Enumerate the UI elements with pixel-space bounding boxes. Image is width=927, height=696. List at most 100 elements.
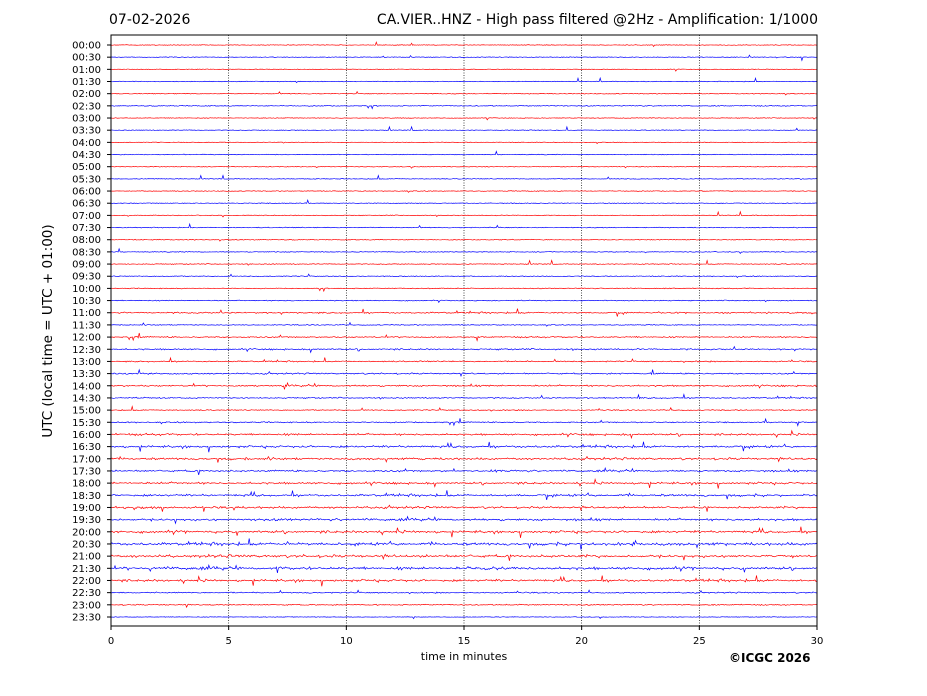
y-tick-label: 21:30 <box>72 564 101 575</box>
y-tick-label: 09:30 <box>72 272 101 283</box>
x-axis-label: time in minutes <box>420 650 508 663</box>
y-tick-label: 12:30 <box>72 345 101 356</box>
y-tick-label: 19:00 <box>72 503 101 514</box>
trace-line <box>110 321 818 327</box>
y-tick-label: 15:30 <box>72 418 101 429</box>
grid <box>228 35 700 626</box>
y-tick-label: 02:00 <box>72 89 101 100</box>
y-tick-label: 01:30 <box>72 77 101 88</box>
trace-line <box>110 76 818 84</box>
y-tick-label: 06:30 <box>72 199 101 210</box>
trace-line <box>110 553 818 561</box>
trace-line <box>110 273 818 279</box>
trace-line <box>110 490 818 500</box>
x-tick-label: 5 <box>225 636 231 647</box>
y-tick-label: 08:30 <box>72 247 101 258</box>
y-tick-label: 10:30 <box>72 296 101 307</box>
y-tick-label: 17:00 <box>72 454 101 465</box>
trace-line <box>110 345 818 354</box>
trace-line <box>110 150 818 156</box>
trace-line <box>110 198 818 204</box>
trace-line <box>110 478 818 489</box>
y-tick-label: 19:30 <box>72 515 101 526</box>
y-tick-label: 10:00 <box>72 284 101 295</box>
y-tick-label: 00:30 <box>72 53 101 64</box>
y-tick-label: 17:30 <box>72 466 101 477</box>
y-tick-label: 03:30 <box>72 126 101 137</box>
trace-line <box>110 515 818 525</box>
y-tick-label: 09:00 <box>72 260 101 271</box>
trace-line <box>110 332 818 342</box>
trace-line <box>110 616 818 620</box>
trace-line <box>110 504 818 512</box>
trace-line <box>110 166 818 169</box>
y-tick-label: 23:00 <box>72 600 101 611</box>
y-tick-label: 16:00 <box>72 430 101 441</box>
trace-line <box>110 466 818 475</box>
trace-line <box>110 104 818 110</box>
y-tick-label: 04:00 <box>72 138 101 149</box>
trace-group <box>110 41 818 620</box>
copyright-notice: ©ICGC 2026 <box>729 651 811 665</box>
trace-line <box>110 90 818 96</box>
y-tick-label: 05:00 <box>72 162 101 173</box>
trace-line <box>110 68 818 72</box>
trace-line <box>110 575 818 587</box>
trace-line <box>110 174 818 181</box>
trace-line <box>110 238 818 242</box>
x-tick-label: 30 <box>811 636 824 647</box>
x-tick-label: 15 <box>458 636 471 647</box>
y-tick-label: 18:00 <box>72 479 101 490</box>
y-tick-label: 03:00 <box>72 114 101 125</box>
trace-line <box>110 368 818 377</box>
trace-line <box>110 308 818 317</box>
chart-title: CA.VIER..HNZ - High pass filtered @2Hz -… <box>376 12 818 28</box>
x-tick-label: 20 <box>575 636 588 647</box>
trace-line <box>110 603 818 609</box>
y-tick-label: 22:30 <box>72 588 101 599</box>
trace-line <box>110 589 818 595</box>
y-tick-label: 20:00 <box>72 527 101 538</box>
x-axis-ticks: 0 5 10 15 20 25 30 <box>108 626 824 647</box>
trace-line <box>110 287 818 293</box>
x-tick-label: 10 <box>340 636 353 647</box>
y-tick-label: 05:30 <box>72 174 101 185</box>
trace-line <box>110 526 818 538</box>
trace-line <box>110 41 818 48</box>
x-tick-label: 0 <box>108 636 114 647</box>
y-tick-label: 01:00 <box>72 65 101 76</box>
y-tick-label: 12:00 <box>72 333 101 344</box>
y-tick-label: 21:00 <box>72 552 101 563</box>
y-axis-label: UTC (local time = UTC + 01:00) <box>40 224 56 438</box>
y-tick-label: 14:30 <box>72 393 101 404</box>
chart-date: 07-02-2026 <box>109 12 191 28</box>
trace-line <box>111 222 818 229</box>
trace-line <box>110 381 818 390</box>
trace-line <box>110 405 818 412</box>
y-tick-label: 08:00 <box>72 235 101 246</box>
y-tick-label: 16:30 <box>72 442 101 453</box>
trace-line <box>110 299 818 304</box>
trace-line <box>110 538 818 550</box>
y-tick-label: 13:30 <box>72 369 101 380</box>
trace-line <box>110 125 818 131</box>
y-tick-label: 00:00 <box>72 41 101 52</box>
y-tick-label: 11:00 <box>72 308 101 319</box>
y-tick-label: 23:30 <box>72 612 101 623</box>
y-tick-label: 06:00 <box>72 187 101 198</box>
trace-line <box>110 441 818 453</box>
trace-line <box>110 417 818 427</box>
trace-line <box>110 356 818 363</box>
trace-line <box>110 259 818 266</box>
y-tick-label: 13:00 <box>72 357 101 368</box>
y-tick-label: 15:00 <box>72 406 101 417</box>
plot-frame <box>110 34 818 627</box>
trace-line <box>110 247 818 254</box>
y-tick-label: 18:30 <box>72 491 101 502</box>
y-tick-label: 07:00 <box>72 211 101 222</box>
trace-line <box>110 564 818 573</box>
trace-line <box>110 54 818 62</box>
